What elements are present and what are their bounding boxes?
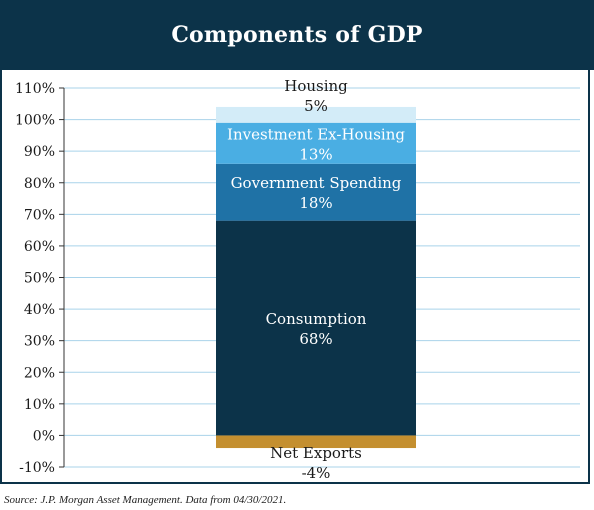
bar-segment-government-spending [216, 163, 416, 221]
y-tick-label-1: 0% [33, 428, 55, 444]
bar-segment-net-exports [216, 435, 416, 449]
segment-name-label-government-spending: Government Spending [231, 174, 402, 192]
source-note: Source: J.P. Morgan Asset Management. Da… [4, 494, 287, 506]
chart-header: Components of GDP [0, 0, 594, 70]
bar-segment-investment-ex-housing [216, 122, 416, 164]
chart-title: Components of GDP [171, 22, 423, 48]
y-tick-label-3: 20% [24, 365, 55, 381]
y-tick-label-4: 30% [24, 334, 55, 350]
segment-value-label-government-spending: 18% [299, 194, 332, 212]
segment-value-label-investment-ex-housing: 13% [299, 145, 332, 163]
segment-value-label-consumption: 68% [299, 330, 332, 348]
gdp-stacked-bar-chart: -10% 0% 10% 20% 30% 40% 50% 60% 70% 80% 90% 100% 110… [15, 77, 580, 482]
y-tick-label-6: 50% [24, 271, 55, 287]
y-tick-label-11: 100% [15, 113, 55, 129]
y-tick-label-5: 40% [24, 302, 55, 318]
segment-name-label-investment-ex-housing: Investment Ex-Housing [227, 125, 405, 143]
y-tick-label-9: 80% [24, 176, 55, 192]
y-tick-label-8: 70% [24, 207, 55, 223]
y-tick-label-2: 10% [24, 397, 55, 413]
y-tick-label-12: 110% [15, 81, 55, 97]
segment-value-label-net-exports: -4% [302, 464, 331, 482]
y-tick-label-7: 60% [24, 239, 55, 255]
bar-segment-consumption [216, 220, 416, 436]
segment-name-label-consumption: Consumption [266, 310, 367, 328]
y-tick-label-0: -10% [19, 460, 55, 476]
segment-name-label-housing: Housing [284, 77, 348, 95]
segment-value-label-housing: 5% [304, 97, 328, 115]
segment-name-label-net-exports: Net Exports [270, 444, 362, 462]
y-tick-label-10: 90% [24, 144, 55, 160]
bar-segment-housing [216, 106, 416, 123]
